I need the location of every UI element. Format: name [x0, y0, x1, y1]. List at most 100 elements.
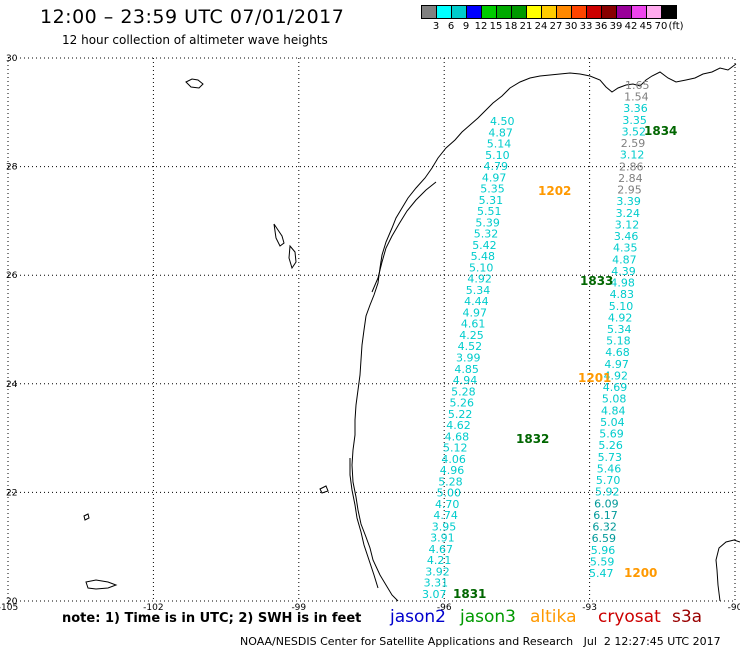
altika-swh-value: 4.69 — [603, 381, 628, 394]
credit-line: NOAA/NESDIS Center for Satellite Applica… — [240, 635, 721, 648]
jason3-swh-value: 4.67 — [428, 543, 453, 556]
altika-swh-value: 2.59 — [621, 137, 646, 150]
barrier-island — [371, 181, 437, 293]
altika-swh-value: 2.95 — [617, 184, 642, 197]
jason3-swh-value: 5.12 — [443, 442, 468, 455]
jason3-swh-value: 4.94 — [453, 374, 478, 387]
pass-number-label: 1200 — [624, 566, 657, 580]
lake-b — [273, 223, 285, 247]
sat-s3a-label: s3a — [672, 607, 703, 627]
altika-swh-value: 5.92 — [595, 486, 620, 499]
pass-number-label: 1832 — [516, 432, 549, 446]
altika-swh-value: 5.10 — [609, 300, 634, 313]
jason3-swh-value: 4.92 — [467, 273, 492, 286]
colorbar-label: 24 — [534, 21, 548, 32]
jason3-swh-value: 4.79 — [484, 160, 509, 173]
altika-swh-value: 6.17 — [593, 509, 618, 522]
lat-tick-label: 22 — [6, 488, 17, 498]
jason3-swh-value: 4.06 — [441, 453, 466, 466]
altika-swh-value: 6.09 — [594, 497, 619, 510]
altika-swh-value: 4.84 — [601, 404, 626, 417]
colorbar-label: 12 — [474, 21, 488, 32]
altika-swh-value: 4.68 — [605, 346, 630, 359]
jason3-swh-value: 4.97 — [482, 171, 507, 184]
jason3-swh-value: 4.74 — [433, 509, 458, 522]
jason3-swh-value: 5.26 — [450, 397, 475, 410]
lon-tick-label: -105 — [0, 603, 18, 613]
colorbar-label: 33 — [579, 21, 593, 32]
jason3-swh-value: 3.92 — [425, 565, 450, 578]
jason3-swh-value: 4.97 — [462, 306, 487, 319]
colorbar-swatch — [661, 5, 677, 19]
jason3-swh-value: 3.07 — [422, 588, 447, 601]
altika-swh-value: 3.39 — [616, 195, 641, 208]
colorbar-label: 39 — [609, 21, 623, 32]
lon-tick-label: -90 — [728, 603, 740, 613]
lake-c — [288, 244, 297, 270]
altika-swh-value: 5.59 — [590, 555, 615, 568]
altika-swh-value: 5.96 — [591, 544, 616, 557]
jason3-swh-value: 5.10 — [485, 149, 510, 162]
island-a — [319, 485, 329, 494]
altika-swh-value: 5.69 — [599, 428, 624, 441]
altika-swh-value: 1.54 — [624, 91, 649, 104]
lon-tick-label: -99 — [291, 603, 306, 613]
altika-swh-value: 3.12 — [620, 149, 645, 162]
jason3-swh-value: 4.62 — [446, 419, 471, 432]
altika-swh-value: 4.39 — [611, 265, 636, 278]
sat-cryosat-label: cryosat — [598, 607, 661, 627]
colorbar-label: 15 — [489, 21, 503, 32]
map-title: 12:00 – 23:59 UTC 07/01/2017 — [40, 6, 345, 28]
altika-swh-value: 4.83 — [610, 288, 635, 301]
altika-swh-value: 3.46 — [614, 230, 639, 243]
altika-swh-value: 5.04 — [600, 416, 625, 429]
map-frame — [7, 57, 736, 602]
jason3-swh-value: 4.61 — [461, 318, 486, 331]
lat-tick-label: 28 — [6, 163, 18, 173]
jason3-swh-value: 3.99 — [456, 352, 481, 365]
jason3-swh-value: 4.25 — [459, 329, 484, 342]
lon-tick-label: -102 — [143, 603, 163, 613]
sat-jason2-label: jason2 — [390, 607, 446, 627]
jason3-swh-value: 5.28 — [438, 475, 463, 488]
jason3-swh-value: 4.21 — [427, 554, 452, 567]
altika-swh-value: 3.52 — [622, 125, 647, 138]
altika-swh-value: 4.92 — [604, 369, 629, 382]
lake-a — [185, 78, 204, 89]
lon-tick-label: -93 — [582, 603, 597, 613]
colorbar-label: (ft) — [668, 21, 684, 32]
jason3-swh-value: 5.32 — [474, 228, 499, 241]
map-subtitle: 12 hour collection of altimeter wave hei… — [62, 33, 328, 47]
coastline — [83, 63, 740, 602]
altika-swh-value: 4.98 — [610, 277, 635, 290]
lat-tick-label: 24 — [6, 380, 18, 390]
altika-swh-value: 5.73 — [598, 451, 623, 464]
jason3-swh-value: 4.87 — [488, 126, 513, 139]
colorbar-label: 30 — [564, 21, 578, 32]
altika-swh-value: 5.47 — [589, 567, 614, 580]
jason3-swh-value: 5.34 — [466, 284, 491, 297]
jason3-swh-value: 5.14 — [487, 138, 512, 151]
colorbar-label: 18 — [504, 21, 518, 32]
jason3-swh-value: 3.91 — [430, 532, 455, 545]
altika-swh-value: 3.12 — [615, 218, 640, 231]
altika-swh-value: 3.24 — [616, 207, 641, 220]
colorbar-label: 9 — [462, 21, 470, 32]
jason3-swh-value: 5.31 — [479, 194, 504, 207]
jason3-swh-value: 5.28 — [451, 385, 476, 398]
jason3-swh-value: 3.31 — [424, 577, 449, 590]
sat-altika-label: altika — [530, 607, 577, 627]
jason3-swh-value: 5.42 — [472, 239, 497, 252]
map-grid: -105 -102 -99 -96 -93 -90 20 22 24 26 28 30 — [0, 54, 740, 613]
jason3-swh-value: 4.52 — [458, 340, 483, 353]
jason3-swh-value: 5.39 — [475, 216, 500, 229]
pass-number-label: 1833 — [580, 274, 613, 288]
altika-swh-value: 2.86 — [619, 160, 644, 173]
lat-tick-label: 20 — [6, 597, 18, 607]
jason3-swh-value: 4.68 — [445, 430, 470, 443]
jason3-swh-value: 4.44 — [464, 295, 489, 308]
lake-d — [85, 579, 118, 590]
altika-swh-value: 5.08 — [602, 393, 627, 406]
lon-tick-label: -96 — [437, 603, 452, 613]
